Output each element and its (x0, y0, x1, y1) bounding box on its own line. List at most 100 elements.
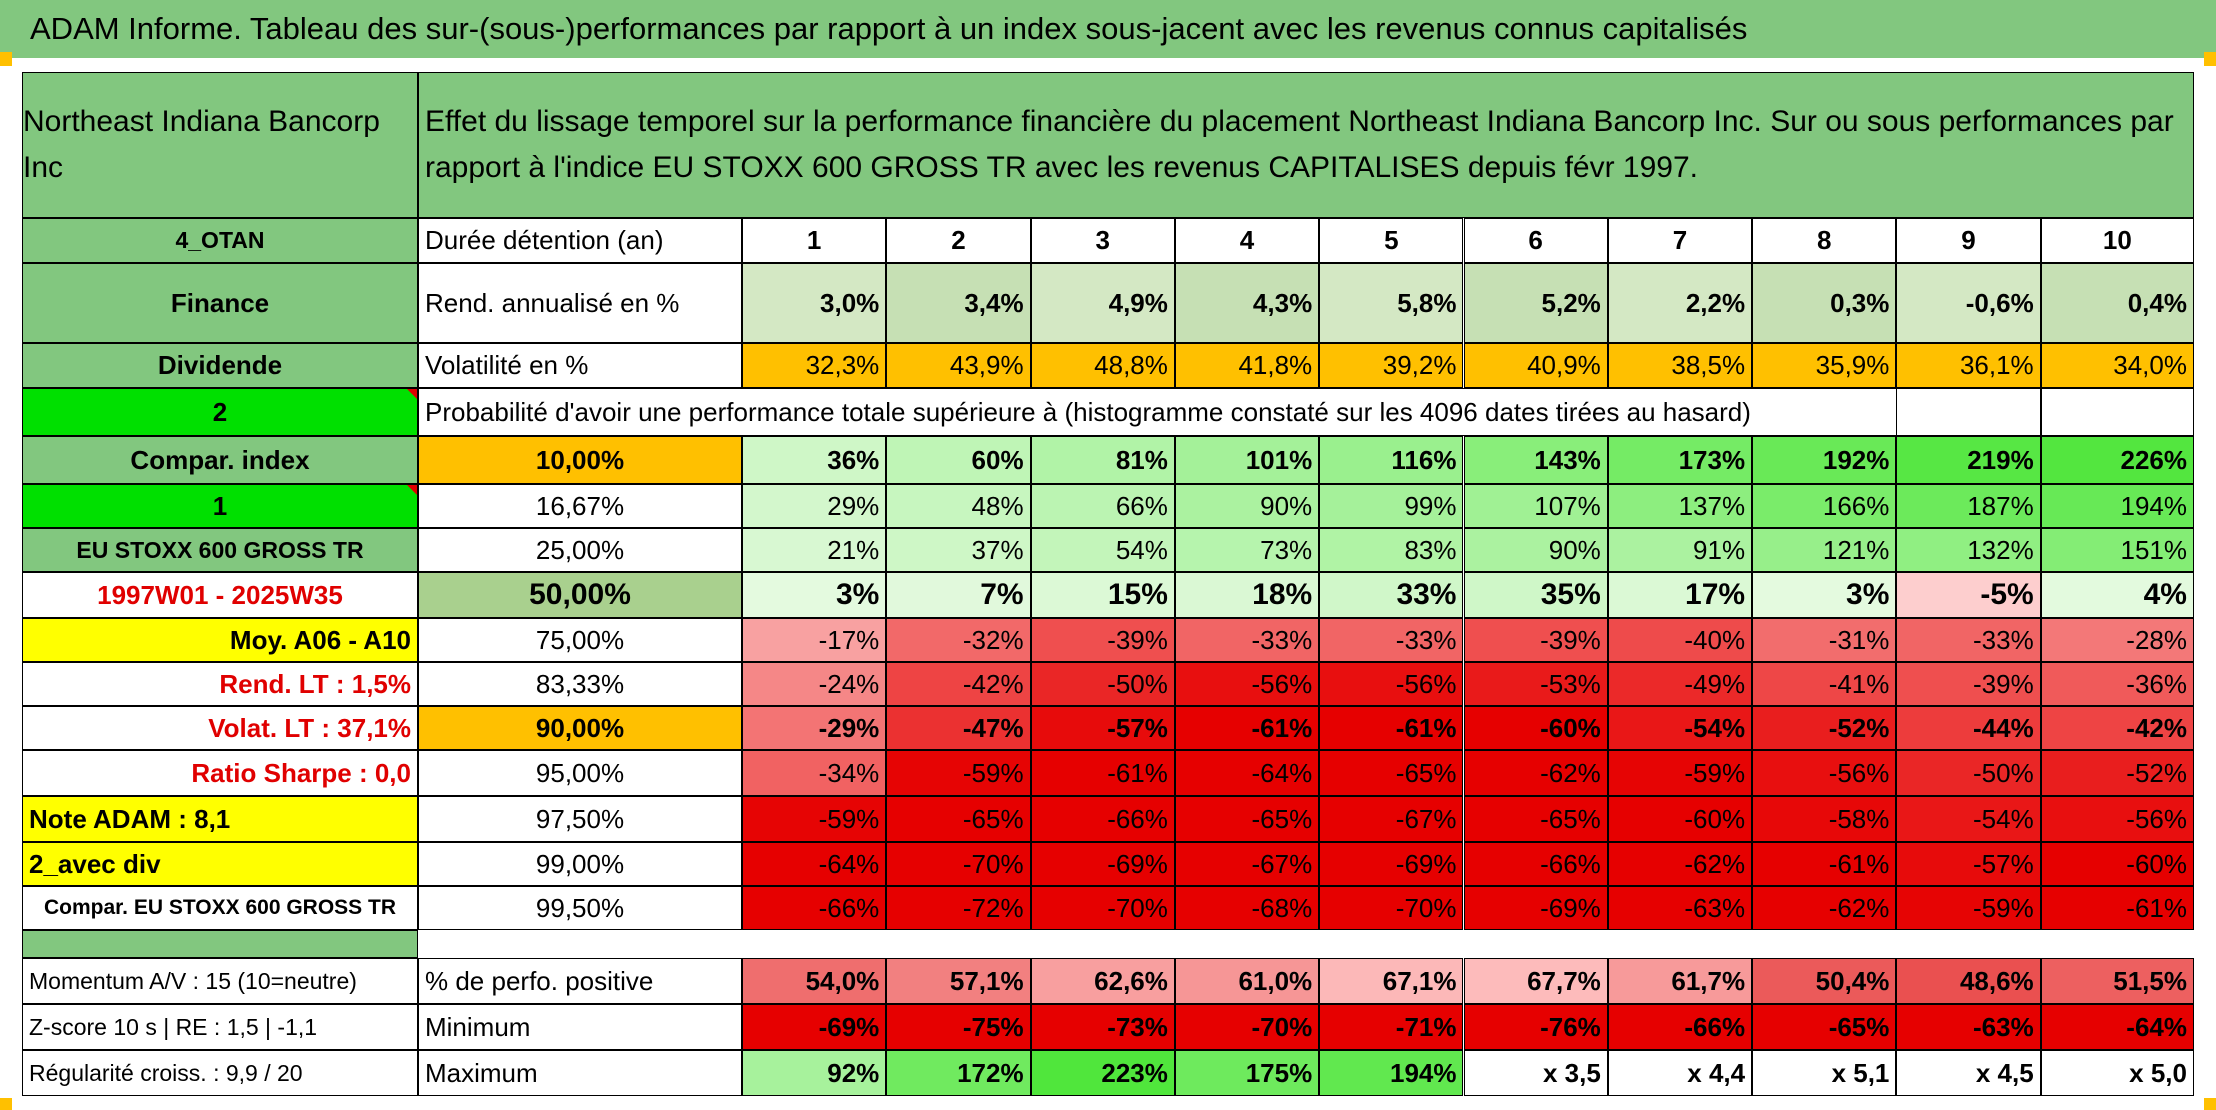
rend-label: Rend. annualisé en % (418, 263, 742, 343)
performance-cell: -61% (1319, 706, 1464, 750)
performance-cell: 37% (886, 528, 1031, 572)
volatility-cell: 35,9% (1752, 343, 1897, 388)
performance-cell: -42% (886, 662, 1031, 706)
performance-cell: 73% (1174, 528, 1320, 572)
annual-return-cell: 2,2% (1607, 263, 1753, 343)
performance-cell: -50% (1030, 662, 1175, 706)
performance-cell: -5% (1896, 572, 2041, 618)
maximum-cell: x 5,0 (2040, 1050, 2194, 1096)
minimum-cell: -69% (742, 1004, 887, 1050)
performance-cell: 101% (1174, 436, 1320, 484)
volatility-cell: 40,9% (1463, 343, 1608, 388)
year-header: 9 (1896, 218, 2041, 263)
performance-cell: 54% (1030, 528, 1175, 572)
minimum-label: Minimum (418, 1004, 742, 1050)
performance-cell: -39% (1896, 662, 2041, 706)
performance-cell: 192% (1752, 436, 1897, 484)
percentile-label: 75,00% (418, 618, 742, 662)
performance-cell: -67% (1174, 842, 1320, 886)
annual-return-cell: 0,3% (1752, 263, 1897, 343)
performance-cell: -61% (1174, 706, 1320, 750)
percentile-label: 95,00% (418, 750, 742, 796)
positive-perf-cell: 54,0% (742, 958, 887, 1004)
annual-return-cell: 5,2% (1463, 263, 1608, 343)
performance-cell: 173% (1607, 436, 1753, 484)
positive-perf-label: % de perfo. positive (418, 958, 742, 1004)
volatility-cell: 39,2% (1319, 343, 1464, 388)
performance-cell: 29% (742, 484, 887, 528)
performance-cell: 187% (1896, 484, 2041, 528)
performance-cell: 81% (1030, 436, 1175, 484)
annual-return-cell: 3,4% (886, 263, 1031, 343)
performance-cell: -33% (1896, 618, 2041, 662)
performance-cell: -60% (1607, 796, 1753, 842)
percentile-label: 99,00% (418, 842, 742, 886)
performance-cell: -40% (1607, 618, 1753, 662)
performance-cell: -60% (1463, 706, 1608, 750)
dividend-label: Dividende (22, 343, 418, 388)
performance-cell: -56% (1319, 662, 1464, 706)
performance-cell: 151% (2040, 528, 2194, 572)
performance-cell: -52% (1752, 706, 1897, 750)
performance-cell: -64% (742, 842, 887, 886)
minimum-cell: -70% (1174, 1004, 1320, 1050)
positive-perf-cell: 62,6% (1030, 958, 1175, 1004)
performance-cell: -57% (1896, 842, 2041, 886)
performance-cell: -17% (742, 618, 887, 662)
maximum-cell: 194% (1319, 1050, 1464, 1096)
performance-cell: 66% (1030, 484, 1175, 528)
volatility-cell: 43,9% (886, 343, 1031, 388)
performance-cell: -67% (1319, 796, 1464, 842)
volat-lt-label: Volat. LT : 37,1% (22, 706, 418, 750)
maximum-cell: 92% (742, 1050, 887, 1096)
performance-cell: 99% (1319, 484, 1464, 528)
maximum-cell: x 4,4 (1607, 1050, 1753, 1096)
maximum-cell: x 4,5 (1896, 1050, 2041, 1096)
performance-cell: -53% (1463, 662, 1608, 706)
performance-cell: -69% (1319, 842, 1464, 886)
maximum-cell: 223% (1030, 1050, 1175, 1096)
performance-cell: -59% (1607, 750, 1753, 796)
performance-cell: -33% (1319, 618, 1464, 662)
performance-cell: -66% (1463, 842, 1608, 886)
volatility-cell: 34,0% (2040, 343, 2194, 388)
performance-cell: -65% (1174, 796, 1320, 842)
year-header: 3 (1030, 218, 1175, 263)
duree-label: Durée détention (an) (418, 218, 742, 263)
performance-cell: 132% (1896, 528, 2041, 572)
percentile-label: 99,50% (418, 886, 742, 930)
annual-return-cell: 3,0% (742, 263, 887, 343)
annual-return-cell: 0,4% (2040, 263, 2194, 343)
performance-cell: -59% (886, 750, 1031, 796)
option-one: 1 (22, 484, 418, 528)
performance-cell: -31% (1752, 618, 1897, 662)
percentile-label: 25,00% (418, 528, 742, 572)
page-title: ADAM Informe. Tableau des sur-(sous-)per… (0, 0, 2216, 58)
performance-cell: -32% (886, 618, 1031, 662)
performance-cell: -69% (1463, 886, 1608, 930)
zscore-label: Z-score 10 s | RE : 1,5 | -1,1 (22, 1004, 418, 1050)
annual-return-cell: 4,3% (1174, 263, 1320, 343)
performance-cell: 219% (1896, 436, 2041, 484)
rend-lt-label: Rend. LT : 1,5% (22, 662, 418, 706)
performance-cell: -62% (1463, 750, 1608, 796)
performance-cell: -70% (1030, 886, 1175, 930)
minimum-cell: -75% (886, 1004, 1031, 1050)
performance-cell: -24% (742, 662, 887, 706)
performance-cell: -56% (1174, 662, 1320, 706)
ticker-code: 4_OTAN (22, 218, 418, 263)
positive-perf-cell: 61,7% (1607, 958, 1753, 1004)
performance-cell: 3% (1752, 572, 1897, 618)
performance-cell: 3% (742, 572, 887, 618)
spacer-cell (418, 930, 2194, 958)
performance-cell: -39% (1030, 618, 1175, 662)
company-name: Northeast Indiana Bancorp Inc (22, 72, 418, 218)
performance-cell: 35% (1463, 572, 1608, 618)
performance-cell: 17% (1607, 572, 1753, 618)
percentile-label: 83,33% (418, 662, 742, 706)
performance-cell: -54% (1896, 796, 2041, 842)
corner-marker (2204, 1098, 2216, 1110)
performance-cell: 15% (1030, 572, 1175, 618)
minimum-cell: -64% (2040, 1004, 2194, 1050)
performance-cell: -47% (886, 706, 1031, 750)
